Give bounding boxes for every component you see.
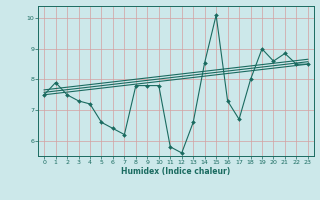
X-axis label: Humidex (Indice chaleur): Humidex (Indice chaleur) [121,167,231,176]
